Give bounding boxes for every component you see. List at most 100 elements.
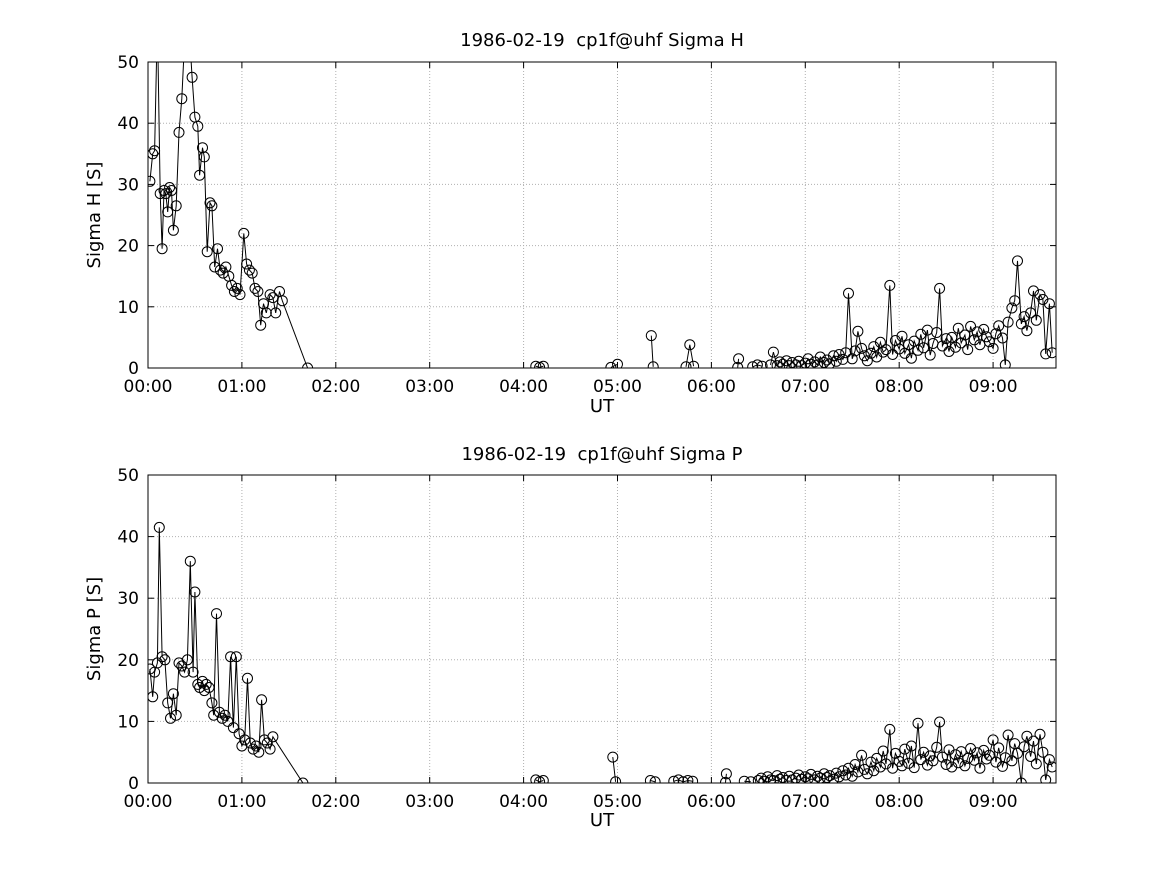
data-point-marker <box>227 722 239 734</box>
x-tick-label: 01:00 <box>217 792 266 812</box>
data-point-marker <box>242 672 253 684</box>
data-point-marker <box>874 761 886 773</box>
data-point-marker <box>148 175 156 187</box>
data-point-marker <box>687 775 699 783</box>
data-point-marker <box>884 723 896 735</box>
data-point-marker <box>1040 348 1052 360</box>
data-point-marker <box>249 282 261 294</box>
data-line <box>770 260 1053 367</box>
data-point-marker <box>837 353 849 365</box>
data-point-marker <box>959 329 971 341</box>
data-line <box>685 344 695 367</box>
data-point-marker <box>673 774 684 783</box>
data-point-marker <box>176 660 188 672</box>
data-point-marker <box>918 342 930 354</box>
data-point-marker <box>170 200 182 212</box>
data-point-marker <box>1002 316 1014 328</box>
y-tick-labels: 0 10 20 30 40 50 <box>117 53 139 379</box>
data-point-marker <box>1030 758 1042 770</box>
x-tick-label: 04:00 <box>499 792 548 812</box>
data-line <box>612 757 617 782</box>
data-point-marker <box>927 755 939 767</box>
y-tick-label: 50 <box>117 53 139 73</box>
data-point-marker <box>612 358 623 368</box>
data-point-marker <box>950 749 961 761</box>
data-point-marker <box>241 258 253 270</box>
series-2 <box>148 521 1056 783</box>
data-point-marker <box>896 760 908 772</box>
data-point-marker <box>170 709 182 721</box>
data-point-marker <box>833 771 845 783</box>
data-point-marker <box>267 731 279 743</box>
data-point-marker <box>189 586 201 598</box>
data-point-marker <box>903 757 915 769</box>
y-tick-label: 0 <box>128 359 139 379</box>
data-point-marker <box>1012 747 1023 759</box>
data-point-marker <box>173 126 185 138</box>
data-point-marker <box>682 775 694 783</box>
data-point-marker <box>846 770 858 782</box>
data-point-marker <box>607 751 619 763</box>
data-point-marker <box>952 757 964 769</box>
data-point-marker <box>849 759 861 770</box>
data-point-marker <box>861 768 873 780</box>
data-point-marker <box>868 765 880 777</box>
data-point-marker <box>206 200 218 212</box>
data-point-marker <box>181 654 193 666</box>
data-point-marker <box>940 759 952 770</box>
data-point-marker <box>530 774 542 783</box>
data-point-marker <box>751 359 763 368</box>
data-point-marker <box>1009 295 1021 307</box>
data-point-marker <box>230 651 242 663</box>
x-tick-label: 09:00 <box>969 377 1018 397</box>
data-point-marker <box>971 747 983 759</box>
data-point-marker <box>252 286 264 297</box>
data-point-marker <box>893 343 905 355</box>
data-point-marker <box>162 697 174 709</box>
data-point-marker <box>1046 761 1056 773</box>
data-point-marker <box>537 775 549 783</box>
x-tick-label: 08:00 <box>875 377 924 397</box>
data-point-marker <box>934 282 946 294</box>
data-point-marker <box>160 188 172 200</box>
data-point-marker <box>903 339 915 351</box>
x-tick-label: 05:00 <box>593 792 642 812</box>
grid-lines <box>148 62 1056 368</box>
data-point-marker <box>192 120 204 132</box>
data-point-marker <box>264 743 276 755</box>
data-point-marker <box>771 360 783 368</box>
data-point-marker <box>931 327 943 338</box>
data-point-marker <box>912 344 924 356</box>
data-point-marker <box>968 754 980 766</box>
tick-marks <box>147 474 1056 784</box>
x-tick-label: 01:00 <box>217 377 266 397</box>
data-point-marker <box>918 746 930 758</box>
y-tick-label: 40 <box>117 114 139 134</box>
data-point-marker <box>186 71 198 83</box>
data-point-marker <box>537 360 549 368</box>
data-line <box>149 527 304 783</box>
data-line <box>737 358 740 368</box>
data-point-marker <box>253 746 265 758</box>
x-tick-label: 04:00 <box>499 377 548 397</box>
data-point-marker <box>684 339 696 351</box>
data-point-marker <box>234 289 246 301</box>
data-point-marker <box>159 654 171 666</box>
data-point-marker <box>166 185 177 196</box>
x-tick-label: 09:00 <box>969 792 1018 812</box>
data-point-marker <box>209 261 221 273</box>
data-point-marker <box>530 360 542 368</box>
data-point-marker <box>1037 294 1049 305</box>
data-point-marker <box>997 332 1008 344</box>
data-point-marker <box>1037 746 1049 758</box>
data-point-marker <box>971 326 983 338</box>
data-point-marker <box>179 666 191 678</box>
data-point-marker <box>767 346 779 358</box>
data-point-marker <box>993 742 1005 754</box>
data-point-marker <box>149 145 161 157</box>
data-line <box>535 779 544 783</box>
data-point-marker <box>999 359 1011 368</box>
data-point-marker <box>732 361 744 368</box>
data-point-marker <box>181 14 191 24</box>
